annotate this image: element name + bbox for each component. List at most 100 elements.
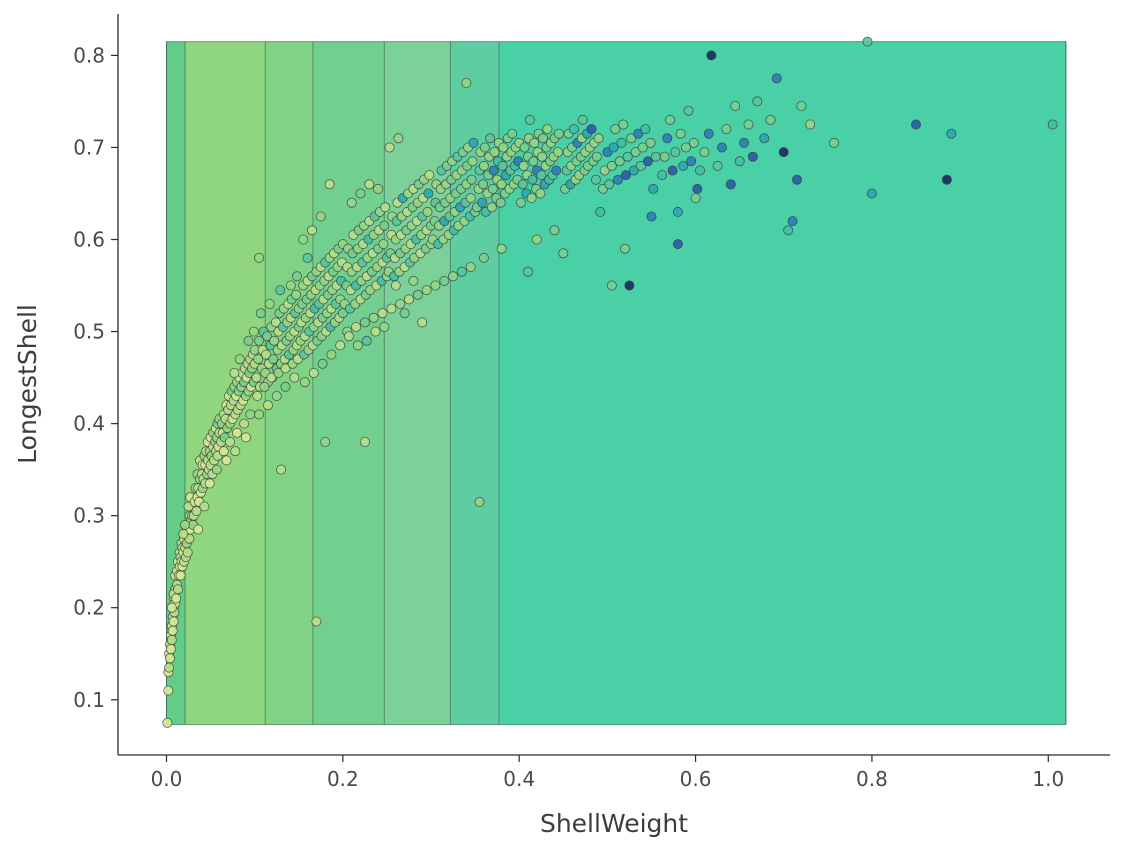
scatter-point	[412, 289, 423, 300]
scatter-point	[230, 446, 241, 457]
scatter-point	[688, 137, 699, 148]
x-tick-label: 0.2	[327, 767, 359, 791]
scatter-point	[467, 156, 478, 167]
scatter-point	[703, 128, 714, 139]
scatter-point	[359, 317, 370, 328]
scatter-point	[466, 174, 477, 185]
scatter-point	[662, 133, 673, 144]
scatter-point	[606, 160, 617, 171]
scatter-point	[680, 142, 691, 153]
scatter-point	[346, 197, 357, 208]
scatter-point	[422, 206, 433, 217]
y-tick-label: 0.2	[73, 596, 105, 620]
scatter-point	[240, 432, 251, 443]
axes: 0.0 0.2 0.4 0.6 0.8 1.0 0.1 0.2 0.3 0.4 0.5 0.6 0.7 0…	[73, 14, 1110, 791]
y-tick-label: 0.7	[73, 135, 105, 159]
scatter-point	[465, 262, 476, 273]
scatter-point	[264, 298, 275, 309]
scatter-point	[268, 354, 279, 365]
scatter-point	[604, 179, 615, 190]
scatter-point	[308, 367, 319, 378]
scatter-point	[254, 409, 265, 420]
scatter-point	[527, 174, 538, 185]
scatter-point	[477, 197, 488, 208]
scatter-point	[251, 372, 262, 383]
scatter-point	[683, 105, 694, 116]
scatter-point	[670, 147, 681, 158]
scatter-point	[613, 174, 624, 185]
partition-band	[498, 41, 1066, 725]
scatter-point	[616, 137, 627, 148]
scatter-point	[610, 124, 621, 135]
scatter-point	[399, 308, 410, 319]
scatter-point	[430, 280, 441, 291]
scatter-point	[614, 156, 625, 167]
scatter-point	[439, 275, 450, 286]
scatter-point	[495, 197, 506, 208]
scatter-point	[829, 137, 840, 148]
scatter-point	[262, 400, 273, 411]
x-axis-label: ShellWeight	[540, 809, 688, 838]
y-tick-label: 0.4	[73, 412, 105, 436]
scatter-point	[595, 206, 606, 217]
scatter-point	[497, 160, 508, 171]
scatter-point	[645, 137, 656, 148]
scatter-point	[531, 234, 542, 245]
scatter-point	[542, 124, 553, 135]
scatter-point	[368, 312, 379, 323]
scatter-point	[254, 335, 265, 346]
scatter-point	[496, 243, 507, 254]
scatter-point	[695, 165, 706, 176]
scatter-point	[373, 183, 384, 194]
scatter-point	[1047, 119, 1058, 130]
scatter-point	[637, 142, 648, 153]
scatter-point	[276, 464, 287, 475]
scatter-point	[635, 160, 646, 171]
scatter-point	[254, 252, 265, 263]
scatter-point	[364, 179, 375, 190]
scatter-point	[320, 436, 331, 447]
scatter-point	[911, 119, 922, 130]
scatter-point	[280, 381, 291, 392]
scatter-point	[164, 653, 175, 664]
scatter-point	[675, 128, 686, 139]
scatter-point	[465, 193, 476, 204]
scatter-point	[380, 202, 391, 213]
scatter-point	[778, 147, 789, 158]
scatter-point	[650, 151, 661, 162]
scatter-point	[456, 266, 467, 277]
scatter-point	[474, 496, 485, 507]
scatter-point	[498, 142, 509, 153]
scatter-point	[386, 303, 397, 314]
scatter-point	[468, 137, 479, 148]
scatter-point	[211, 464, 222, 475]
scatter-point	[324, 179, 335, 190]
scatter-point	[553, 128, 564, 139]
scatter-point	[291, 271, 302, 282]
scatter-point	[743, 119, 754, 130]
scatter-point	[326, 349, 337, 360]
scatter-point	[335, 340, 346, 351]
scatter-point	[315, 211, 326, 222]
scatter-point	[725, 179, 736, 190]
scatter-point	[485, 133, 496, 144]
scatter-point	[351, 321, 362, 332]
scatter-point	[478, 160, 489, 171]
scatter-point	[291, 289, 302, 300]
scatter-point	[378, 239, 389, 250]
scatter-point	[248, 326, 259, 337]
scatter-point	[166, 602, 177, 613]
scatter-point	[273, 367, 284, 378]
scatter-point	[591, 151, 602, 162]
scatter-point	[783, 225, 794, 236]
scatter-point	[395, 298, 406, 309]
scatter-point	[535, 188, 546, 199]
scatter-point	[343, 331, 354, 342]
scatter-point	[628, 165, 639, 176]
scatter-point	[633, 128, 644, 139]
y-tick-label: 0.1	[73, 688, 105, 712]
scatter-point	[599, 165, 610, 176]
scatter-point	[759, 133, 770, 144]
